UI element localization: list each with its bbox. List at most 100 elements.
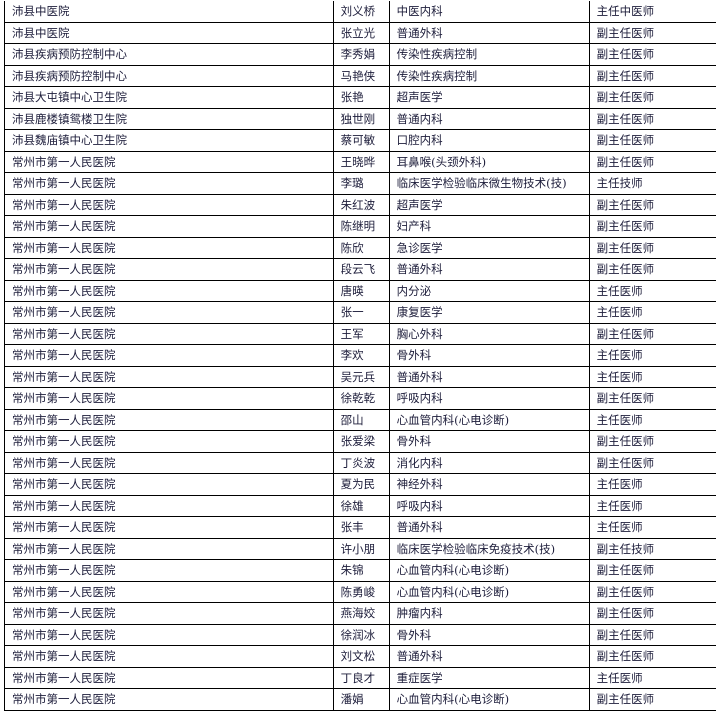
name-cell: 丁炎波 (332, 451, 390, 474)
name-cell: 王晓晔 (332, 150, 390, 173)
name-cell: 陈继明 (332, 215, 390, 238)
specialty-cell: 重症医学 (388, 666, 590, 689)
specialty-cell: 妇产科 (388, 215, 590, 238)
hospital-cell: 常州市第一人民医院 (4, 236, 334, 259)
specialty-cell: 普通外科 (388, 516, 590, 539)
table-row: 常州市第一人民医院 王军 胸心外科 副主任医师 (4, 322, 716, 345)
hospital-cell: 常州市第一人民医院 (4, 516, 334, 539)
hospital-cell: 常州市第一人民医院 (4, 258, 334, 281)
name-cell: 张爱梁 (332, 430, 390, 453)
name-cell: 徐乾乾 (332, 387, 390, 410)
title-cell: 主任中医师 (588, 1, 716, 23)
name-cell: 邵山 (332, 408, 390, 431)
table-row: 常州市第一人民医院 刘文松 普通外科 副主任医师 (4, 645, 716, 668)
table-row: 常州市第一人民医院 张丰 普通外科 主任医师 (4, 516, 716, 539)
specialty-cell: 临床医学检验临床微生物技术(技) (388, 172, 590, 195)
name-cell: 刘文松 (332, 645, 390, 668)
hospital-cell: 沛县鹿楼镇鸳楼卫生院 (4, 107, 334, 130)
name-cell: 独世刚 (332, 107, 390, 130)
specialty-cell: 呼吸内科 (388, 494, 590, 517)
name-cell: 李欢 (332, 344, 390, 367)
title-cell: 副主任医师 (588, 150, 716, 173)
name-cell: 张丰 (332, 516, 390, 539)
name-cell: 燕海姣 (332, 602, 390, 625)
title-cell: 主任医师 (588, 666, 716, 689)
table-row: 常州市第一人民医院 朱锦 心血管内科(心电诊断) 副主任医师 (4, 559, 716, 582)
specialty-cell: 心血管内科(心电诊断) (388, 559, 590, 582)
name-cell: 蔡可敏 (332, 129, 390, 152)
title-cell: 副主任医师 (588, 623, 716, 646)
name-cell: 张立光 (332, 21, 390, 44)
specialty-cell: 普通外科 (388, 258, 590, 281)
title-cell: 副主任医师 (588, 193, 716, 216)
name-cell: 马艳侠 (332, 64, 390, 87)
hospital-cell: 沛县中医院 (4, 21, 334, 44)
table-row: 沛县魏庙镇中心卫生院 蔡可敏 口腔内科 副主任医师 (4, 129, 716, 152)
table-row: 常州市第一人民医院 陈继明 妇产科 副主任医师 (4, 215, 716, 238)
hospital-cell: 常州市第一人民医院 (4, 688, 334, 711)
hospital-cell: 常州市第一人民医院 (4, 408, 334, 431)
title-cell: 主任医师 (588, 473, 716, 496)
specialty-cell: 心血管内科(心电诊断) (388, 688, 590, 711)
table-row: 常州市第一人民医院 李欢 骨外科 主任医师 (4, 344, 716, 367)
hospital-cell: 常州市第一人民医院 (4, 193, 334, 216)
table-row: 常州市第一人民医院 朱红波 超声医学 副主任医师 (4, 193, 716, 216)
specialty-cell: 消化内科 (388, 451, 590, 474)
title-cell: 副主任医师 (588, 580, 716, 603)
table-row: 常州市第一人民医院 夏为民 神经外科 主任医师 (4, 473, 716, 496)
table-row: 沛县中医院 张立光 普通外科 副主任医师 (4, 21, 716, 44)
hospital-cell: 沛县中医院 (4, 1, 334, 23)
specialty-cell: 骨外科 (388, 344, 590, 367)
hospital-cell: 沛县疾病预防控制中心 (4, 43, 334, 66)
name-cell: 张一 (332, 301, 390, 324)
table-row: 常州市第一人民医院 张一 康复医学 主任医师 (4, 301, 716, 324)
table-row: 常州市第一人民医院 潘娟 心血管内科(心电诊断) 副主任医师 (4, 688, 716, 711)
table-row: 常州市第一人民医院 张爱梁 骨外科 副主任医师 (4, 430, 716, 453)
title-cell: 副主任医师 (588, 129, 716, 152)
title-cell: 副主任医师 (588, 64, 716, 87)
table-row: 常州市第一人民医院 吴元兵 普通外科 主任医师 (4, 365, 716, 388)
hospital-cell: 常州市第一人民医院 (4, 172, 334, 195)
specialty-cell: 心血管内科(心电诊断) (388, 580, 590, 603)
name-cell: 丁良才 (332, 666, 390, 689)
table-row: 常州市第一人民医院 许小朋 临床医学检验临床免疫技术(技) 副主任技师 (4, 537, 716, 560)
name-cell: 朱红波 (332, 193, 390, 216)
title-cell: 主任医师 (588, 408, 716, 431)
specialty-cell: 内分泌 (388, 279, 590, 302)
title-cell: 主任医师 (588, 365, 716, 388)
title-cell: 副主任医师 (588, 451, 716, 474)
personnel-table: 沛县中医院 刘义桥 中医内科 主任中医师 沛县中医院 张立光 普通外科 副主任医师 沛县疾病预防… (4, 1, 716, 711)
table-row: 常州市第一人民医院 丁良才 重症医学 主任医师 (4, 666, 716, 689)
hospital-cell: 常州市第一人民医院 (4, 580, 334, 603)
table-row: 常州市第一人民医院 徐乾乾 呼吸内科 副主任医师 (4, 387, 716, 410)
hospital-cell: 常州市第一人民医院 (4, 387, 334, 410)
hospital-cell: 常州市第一人民医院 (4, 430, 334, 453)
table-row: 常州市第一人民医院 燕海姣 肿瘤内科 副主任医师 (4, 602, 716, 625)
table-row: 沛县中医院 刘义桥 中医内科 主任中医师 (4, 1, 716, 23)
hospital-cell: 常州市第一人民医院 (4, 602, 334, 625)
table-body: 沛县中医院 刘义桥 中医内科 主任中医师 沛县中医院 张立光 普通外科 副主任医师 沛县疾病预防… (4, 1, 716, 711)
title-cell: 副主任医师 (588, 236, 716, 259)
specialty-cell: 超声医学 (388, 193, 590, 216)
specialty-cell: 心血管内科(心电诊断) (388, 408, 590, 431)
title-cell: 副主任医师 (588, 21, 716, 44)
specialty-cell: 耳鼻喉(头颈外科) (388, 150, 590, 173)
hospital-cell: 常州市第一人民医院 (4, 150, 334, 173)
specialty-cell: 呼吸内科 (388, 387, 590, 410)
title-cell: 副主任医师 (588, 86, 716, 109)
specialty-cell: 骨外科 (388, 623, 590, 646)
title-cell: 副主任医师 (588, 258, 716, 281)
specialty-cell: 超声医学 (388, 86, 590, 109)
table-row: 常州市第一人民医院 邵山 心血管内科(心电诊断) 主任医师 (4, 408, 716, 431)
title-cell: 副主任医师 (588, 602, 716, 625)
title-cell: 副主任医师 (588, 559, 716, 582)
table-row: 常州市第一人民医院 徐润冰 骨外科 副主任医师 (4, 623, 716, 646)
specialty-cell: 胸心外科 (388, 322, 590, 345)
name-cell: 段云飞 (332, 258, 390, 281)
specialty-cell: 传染性疾病控制 (388, 64, 590, 87)
name-cell: 许小朋 (332, 537, 390, 560)
hospital-cell: 常州市第一人民医院 (4, 365, 334, 388)
title-cell: 副主任医师 (588, 430, 716, 453)
specialty-cell: 普通外科 (388, 365, 590, 388)
specialty-cell: 急诊医学 (388, 236, 590, 259)
